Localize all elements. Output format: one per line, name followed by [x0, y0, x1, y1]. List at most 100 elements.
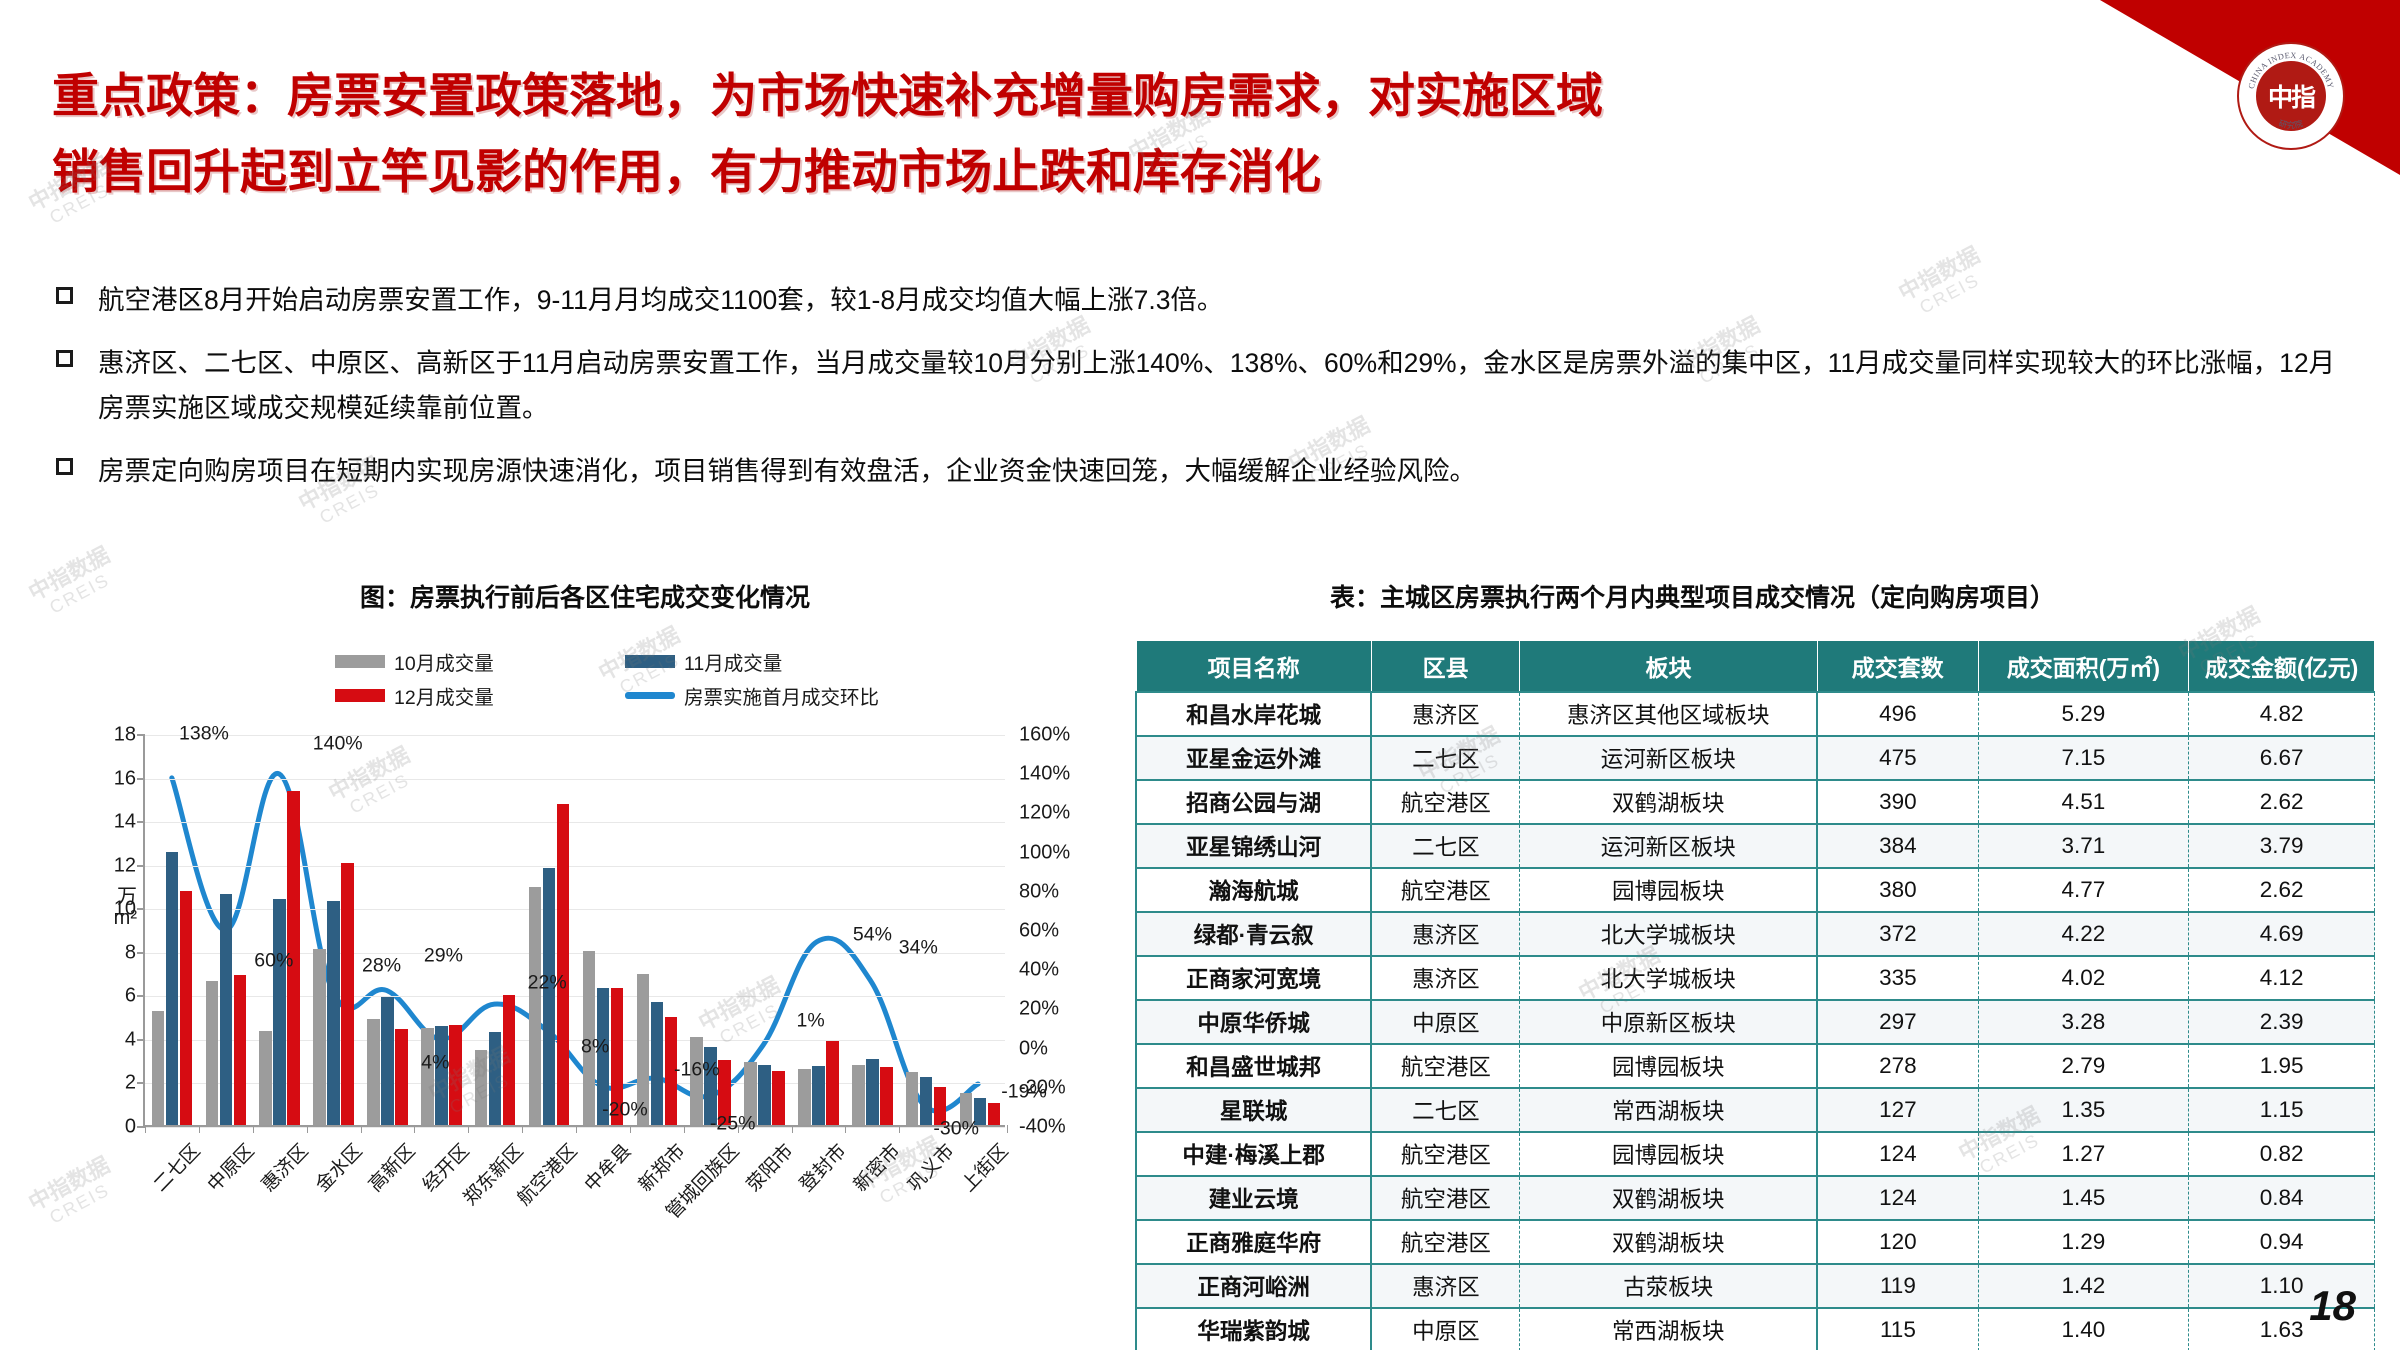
table-cell: 正商家河宽境 — [1134, 955, 1373, 1001]
chart-bar — [758, 1065, 771, 1125]
y-axis-tickmark — [137, 1126, 145, 1128]
table-row: 华瑞紫韵城 中原区 常西湖板块 115 1.40 1.63 — [1134, 1307, 2375, 1350]
chart-bar — [327, 900, 340, 1125]
chart-bar — [381, 996, 394, 1125]
table-row: 和昌盛世城邦 航空港区 园博园板块 278 2.79 1.95 — [1134, 1043, 2375, 1089]
chart-bar — [205, 981, 219, 1125]
chart-bar — [556, 803, 570, 1125]
y-axis-tick-label: 12 — [113, 854, 136, 877]
chart-bar — [528, 886, 542, 1125]
chart-bar — [151, 1010, 165, 1125]
table-cell: 和昌水岸花城 — [1134, 691, 1373, 737]
chart-gridline — [145, 865, 1005, 867]
table-cell: 常西湖板块 — [1519, 1307, 1819, 1350]
data-point-label: 8% — [580, 1035, 610, 1058]
page-title: 重点政策：房票安置政策落地，为市场快速补充增量购房需求，对实施区域 销售回升起到… — [52, 58, 2012, 210]
legend-swatch-nov — [625, 655, 675, 668]
legend-item-mom: 房票实施首月成交环比 — [625, 681, 879, 710]
chart-bar — [798, 1069, 811, 1125]
secondary-y-axis-tick-label: 160% — [1019, 723, 1071, 746]
y-axis-tickmark — [137, 777, 145, 780]
data-point-label: 22% — [527, 971, 567, 994]
x-axis-tickmark — [629, 1125, 631, 1133]
table-cell: 运河新区板块 — [1519, 823, 1819, 869]
chart-bar — [542, 868, 556, 1125]
chart-plot-area: 0 2 4 6 8 万 m² 10 12 14 16 18 -40% -20% 0% 20% 40% 60% 80%… — [114, 723, 1070, 1224]
table-cell: 惠济区 — [1370, 911, 1521, 957]
x-axis-tickmark — [360, 1125, 362, 1133]
table-cell: 1.35 — [1977, 1087, 2190, 1133]
table-row: 正商家河宽境 惠济区 北大学城板块 335 4.02 4.12 — [1134, 955, 2375, 1001]
table-row: 和昌水岸花城 惠济区 惠济区其他区域板块 496 5.29 4.82 — [1134, 691, 2375, 737]
table-cell: 惠济区其他区域板块 — [1519, 691, 1819, 737]
table-row: 正商河峪洲 惠济区 古荥板块 119 1.42 1.10 — [1134, 1263, 2375, 1309]
table-cell: 正商雅庭华府 — [1134, 1219, 1373, 1265]
y-axis-tickmark — [137, 995, 145, 998]
table-cell: 1.29 — [1977, 1219, 2190, 1265]
y-axis-tickmark — [137, 821, 145, 824]
table-cell: 3.79 — [2188, 823, 2375, 869]
table-column-header: 板块 — [1519, 640, 1818, 693]
table-cell: 6.67 — [2188, 735, 2375, 781]
table-cell: 航空港区 — [1370, 779, 1521, 825]
table-cell: 1.45 — [1977, 1175, 2190, 1221]
bullet-list: 航空港区8月开始启动房票安置工作，9-11月月均成交1100套，较1-8月成交均… — [56, 278, 2346, 512]
table-cell: 1.10 — [2188, 1263, 2375, 1309]
chart-caption: 图：房票执行前后各区住宅成交变化情况 — [360, 584, 811, 612]
table-cell: 3.28 — [1977, 999, 2190, 1045]
chart-gridline — [145, 1039, 1005, 1041]
data-point-label: 29% — [423, 944, 463, 967]
svg-text:研究院: 研究院 — [2278, 118, 2305, 130]
chart-bar — [973, 1097, 987, 1125]
y-axis-tickmark — [137, 864, 145, 867]
table-row: 亚星金运外滩 二七区 运河新区板块 475 7.15 6.67 — [1134, 735, 2375, 781]
x-axis-tick-label: 荥阳市 — [742, 1140, 798, 1197]
x-axis-tickmark — [1007, 1125, 1008, 1133]
table-cell: 惠济区 — [1370, 955, 1521, 1001]
table-cell: 航空港区 — [1370, 1219, 1521, 1265]
table-row: 星联城 二七区 常西湖板块 127 1.35 1.15 — [1134, 1087, 2375, 1133]
data-point-label: -16% — [674, 1058, 720, 1081]
data-point-label: 4% — [421, 1051, 450, 1074]
chart-bar — [341, 862, 354, 1125]
table-cell: 372 — [1816, 911, 1979, 957]
table-body: 和昌水岸花城 惠济区 惠济区其他区域板块 496 5.29 4.82 亚星金运外滩 二七区 运河… — [1134, 691, 2375, 1350]
trade-volume-chart: 10月成交量 11月成交量 12月成交量 房票实施首月成交环比 0 2 4 6 8 万 m²… — [40, 645, 1125, 1305]
data-point-label: 28% — [362, 954, 402, 977]
chart-bar — [273, 898, 286, 1125]
table-cell: 1.27 — [1977, 1131, 2190, 1177]
logo-ring-text-icon: CHINA INDEX ACADEMY 研究院 — [2247, 51, 2335, 130]
x-axis-tick-label: 金水区 — [311, 1140, 367, 1197]
table-cell: 390 — [1816, 779, 1979, 825]
table-cell: 5.29 — [1977, 691, 2190, 737]
secondary-y-axis-tick-label: 20% — [1019, 997, 1060, 1020]
x-axis-tickmark — [306, 1125, 308, 1133]
table-cell: 4.82 — [2188, 691, 2375, 737]
table-cell: 2.79 — [1977, 1043, 2190, 1089]
table-cell: 384 — [1816, 823, 1979, 869]
chart-bar — [987, 1103, 1001, 1125]
y-axis-tick-label: 14 — [113, 810, 136, 833]
secondary-y-axis-tick-label: 140% — [1019, 762, 1071, 785]
x-axis-tickmark — [468, 1125, 470, 1133]
chart-bar — [219, 894, 233, 1125]
table-cell: 7.15 — [1977, 735, 2190, 781]
chart-bar — [165, 851, 179, 1125]
chart-bar — [905, 1071, 919, 1125]
table-cell: 双鹤湖板块 — [1519, 1219, 1819, 1265]
chart-legend: 10月成交量 11月成交量 12月成交量 房票实施首月成交环比 — [335, 645, 1095, 717]
bullet-text: 惠济区、二七区、中原区、高新区于11月启动房票安置工作，当月成交量较10月分别上… — [98, 348, 2336, 423]
table-cell: 127 — [1816, 1087, 1979, 1133]
table-cell: 4.69 — [2188, 911, 2375, 957]
chart-gridline — [145, 996, 1005, 998]
table-caption: 表：主城区房票执行两个月内典型项目成交情况（定向购房项目） — [1330, 584, 2056, 612]
table-cell: 120 — [1816, 1219, 1979, 1265]
table-row: 招商公园与湖 航空港区 双鹤湖板块 390 4.51 2.62 — [1134, 779, 2375, 825]
chart-plot-wrapper: 0 2 4 6 8 万 m² 10 12 14 16 18 -40% -20% 0% 20% 40% 60% 80%… — [40, 717, 1125, 1224]
table-cell: 335 — [1816, 955, 1979, 1001]
table-cell: 115 — [1816, 1307, 1979, 1350]
table-cell: 119 — [1816, 1263, 1979, 1309]
table-row: 亚星锦绣山河 二七区 运河新区板块 384 3.71 3.79 — [1134, 823, 2375, 869]
logo-inner-text: 中指 — [2256, 61, 2326, 131]
